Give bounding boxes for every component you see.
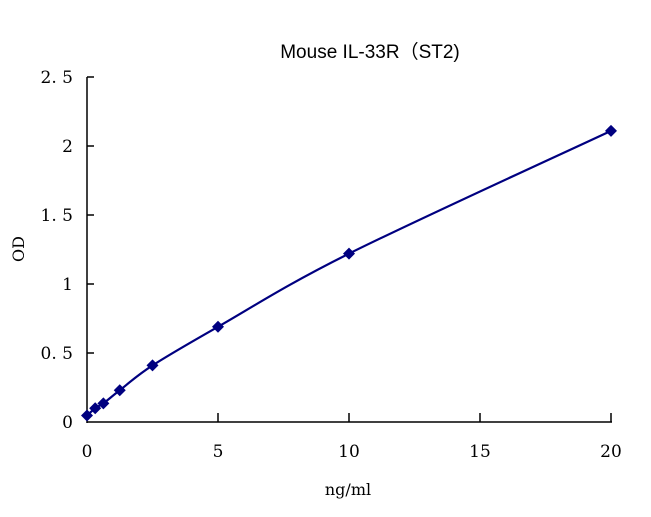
fit-curve <box>86 129 612 417</box>
data-point-marker <box>605 124 617 137</box>
y-tick-label: 0. 5 <box>41 344 73 364</box>
x-tick-label: 15 <box>469 442 491 462</box>
x-tick-label: 20 <box>600 442 622 462</box>
data-point-marker <box>113 384 126 397</box>
data-point-marker <box>97 397 110 410</box>
y-axis: 0 0. 5 1 1. 5 2 2. 5 <box>41 68 94 433</box>
x-tick-label: 0 <box>82 442 93 462</box>
y-tick-label: 0 <box>62 413 73 433</box>
y-tick-label: 1 <box>62 275 73 295</box>
plot-series <box>81 124 617 422</box>
x-tick-label: 10 <box>338 442 360 462</box>
chart-title: Mouse IL-33R（ST2) <box>280 41 460 63</box>
y-axis-label: OD <box>9 236 28 262</box>
data-point-marker <box>81 409 93 422</box>
data-point-marker <box>212 320 224 333</box>
y-tick-label: 2. 5 <box>41 68 73 88</box>
y-tick-label: 2 <box>62 137 73 157</box>
y-tick-label: 1. 5 <box>41 206 73 226</box>
data-markers <box>81 124 617 422</box>
data-point-marker <box>343 247 355 260</box>
x-tick-label: 5 <box>213 442 224 462</box>
data-point-marker <box>146 359 159 372</box>
x-axis-label: ng/ml <box>325 480 371 499</box>
x-axis: 0 5 10 15 20 <box>82 413 622 462</box>
data-point-marker <box>89 402 102 415</box>
